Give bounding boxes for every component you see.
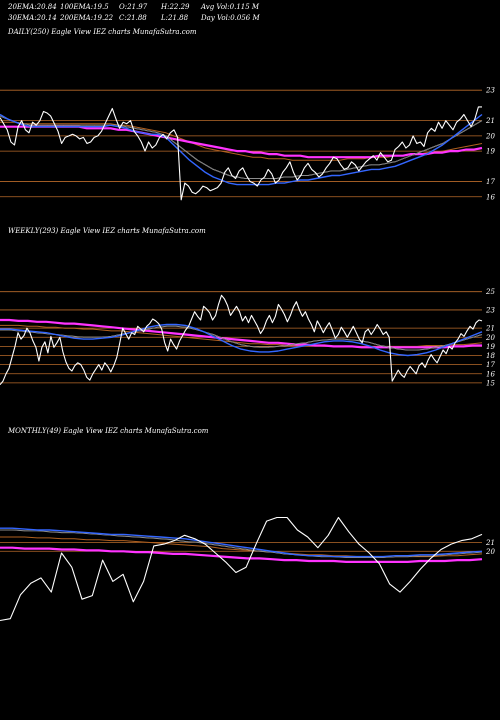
daily-ema20-line: [0, 113, 483, 186]
weekly-tick-label: 25: [485, 288, 495, 296]
daily-tick-label: 21: [485, 117, 495, 125]
weekly-tick-label: 20: [485, 334, 495, 342]
monthly-tick-label: 21: [485, 539, 495, 547]
daily-tick-label: 17: [486, 178, 495, 186]
stat-day-vol: Day Vol:0.056 M: [200, 14, 260, 22]
stat-ema100: 100EMA:19.5: [60, 3, 109, 11]
stat-ema30: 30EMA:20.14: [8, 14, 57, 22]
daily-tick-label: 19: [486, 148, 495, 156]
weekly-ema30-inner-line: [0, 326, 483, 351]
header-stats: 20EMA:20.84 100EMA:19.5 O:21.97 H:22.29 …: [7, 3, 260, 22]
stat-ema200: 200EMA:19.22: [59, 14, 114, 22]
stat-ema20: 20EMA:20.84: [7, 3, 57, 11]
weekly-ema20-line: [0, 323, 483, 357]
stat-close: C:21.88: [119, 14, 147, 22]
monthly-price-line: [0, 516, 483, 622]
monthly-tick-label: 20: [485, 548, 495, 556]
daily-tick-label: 23: [485, 87, 495, 95]
weekly-tick-label: 17: [486, 361, 495, 369]
weekly-ema200-line: [0, 318, 482, 349]
daily-panel-title: DAILY(250) Eagle View IEZ charts MunafaS…: [7, 28, 197, 36]
daily-price-line: [0, 106, 482, 201]
weekly-price-line: [0, 294, 483, 386]
stat-avg-vol: Avg Vol:0.115 M: [200, 3, 260, 11]
stat-low: L:21.88: [160, 14, 189, 22]
monthly-ema30-inner-line: [0, 529, 483, 558]
daily-ema30-inner-line: [0, 115, 483, 179]
weekly-tick-label: 23: [485, 306, 495, 314]
monthly-ema200-line: [0, 546, 483, 563]
stat-high: H:22.29: [160, 3, 190, 11]
daily-panel: 23 21 20 19 17 16: [0, 87, 495, 201]
weekly-tick-label: 15: [486, 379, 495, 387]
weekly-tick-label: 19: [486, 343, 495, 351]
weekly-panel-title: WEEKLY(293) Eagle View IEZ charts Munafa…: [8, 227, 206, 235]
monthly-panel-title: MONTHLY(49) Eagle View IEZ charts Munafa…: [7, 427, 209, 435]
weekly-tick-label: 21: [485, 325, 495, 333]
daily-tick-label: 16: [486, 193, 495, 201]
weekly-tick-label: 16: [486, 370, 495, 378]
stat-open: O:21.97: [119, 3, 148, 11]
monthly-ema20-line: [0, 527, 483, 558]
weekly-tick-label: 18: [486, 352, 495, 360]
daily-tick-label: 20: [485, 132, 495, 140]
